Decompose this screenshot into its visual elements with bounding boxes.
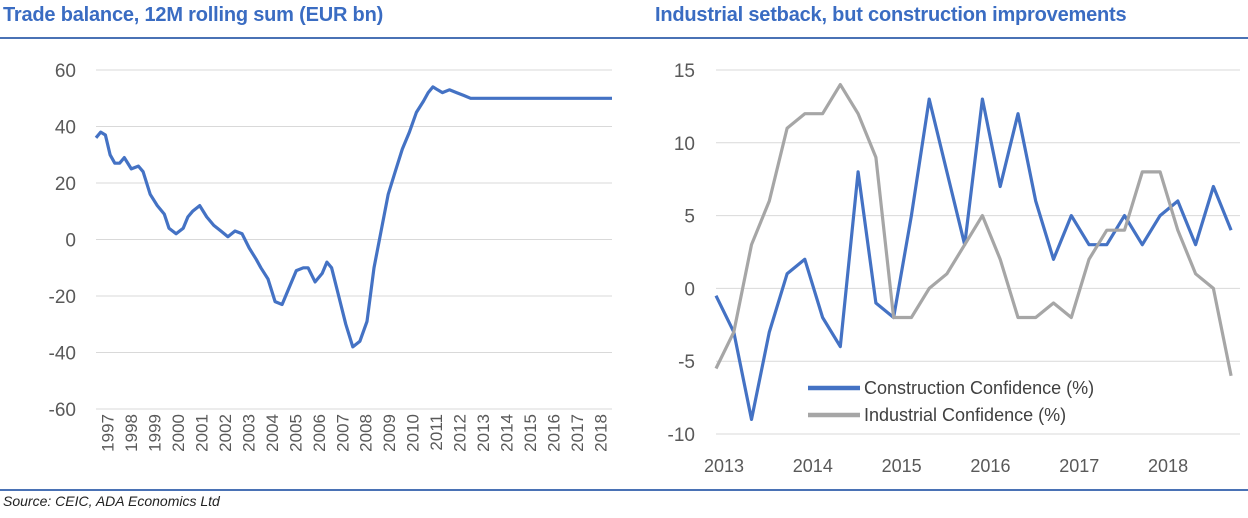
y-tick-label: -40 (49, 344, 76, 365)
y-tick-label: 5 (684, 207, 695, 228)
x-tick-label: 2015 (521, 414, 540, 452)
x-tick-label: 2013 (474, 414, 493, 452)
x-tick-label: 1998 (122, 414, 141, 452)
x-tick-label: 2001 (193, 414, 212, 452)
trade-balance-line (94, 85, 612, 349)
footer-rule (0, 489, 1248, 491)
x-tick-label: 2002 (216, 414, 235, 452)
y-tick-label: 0 (65, 231, 76, 252)
x-tick-label: 2018 (1148, 456, 1188, 476)
x-tick-label: 2017 (1059, 456, 1099, 476)
y-tick-label: 0 (684, 279, 695, 300)
trade-balance-chart: 60 40 20 0 -20 -40 -60 1997 1998 1999 2000 2001 2002… (49, 61, 612, 452)
x-tick-label: 2007 (333, 414, 352, 452)
x-tick-label: 2016 (544, 414, 563, 452)
x-tick-label: 2015 (882, 456, 922, 476)
x-tick-label: 1999 (146, 414, 165, 452)
confidence-chart: 15 10 5 0 -5 -10 2013 2014 2015 2016 2017 2018 Const… (668, 61, 1240, 476)
x-tick-label: 2018 (591, 414, 610, 452)
x-tick-label: 2013 (704, 456, 744, 476)
x-tick-label: 2017 (568, 414, 587, 452)
x-tick-label: 2000 (169, 414, 188, 452)
y-tick-label: -60 (49, 400, 76, 421)
y-tick-label: 10 (674, 134, 695, 155)
y-tick-label: 60 (55, 61, 76, 82)
x-tick-label: 2004 (263, 414, 282, 452)
y-tick-label: -20 (49, 287, 76, 308)
construction-confidence-line (714, 97, 1233, 421)
x-tick-label: 2016 (970, 456, 1010, 476)
y-tick-label: -10 (668, 425, 695, 446)
x-tick-label: 2003 (239, 414, 258, 452)
x-tick-label: 2006 (310, 414, 329, 452)
x-tick-label: 1997 (99, 414, 118, 452)
y-tick-label: 15 (674, 61, 695, 82)
y-tick-label: 40 (55, 118, 76, 139)
left-chart-title: Trade balance, 12M rolling sum (EUR bn) (3, 4, 384, 26)
y-tick-label: -5 (678, 352, 695, 373)
x-tick-label: 2014 (793, 456, 833, 476)
x-tick-label: 2010 (404, 414, 423, 452)
x-tick-label: 2009 (380, 414, 399, 452)
header-rule (0, 37, 1248, 39)
industrial-confidence-line (714, 82, 1233, 377)
legend-label: Industrial Confidence (%) (864, 405, 1066, 425)
x-tick-label: 2014 (497, 414, 516, 452)
right-chart-title: Industrial setback, but construction imp… (655, 4, 1127, 26)
x-tick-label: 2005 (286, 414, 305, 452)
x-tick-label: 2011 (427, 414, 446, 451)
y-tick-label: 20 (55, 174, 76, 195)
source-note: Source: CEIC, ADA Economics Ltd (3, 493, 220, 509)
legend-label: Construction Confidence (%) (864, 378, 1094, 398)
x-tick-label: 2008 (357, 414, 376, 452)
x-tick-label: 2012 (451, 414, 470, 452)
